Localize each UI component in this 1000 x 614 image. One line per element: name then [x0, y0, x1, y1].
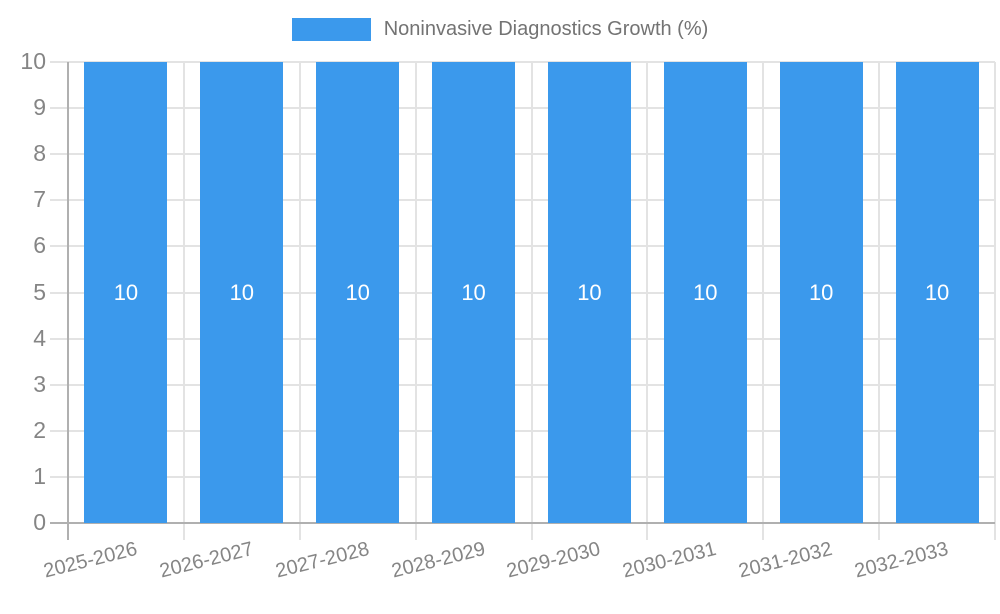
bar-value-label: 10 — [345, 279, 370, 305]
y-tick-label: 0 — [33, 509, 46, 536]
bar-chart: Noninvasive Diagnostics Growth (%) 0 1 2 3 4… — [0, 18, 1000, 583]
y-gridline — [50, 245, 995, 248]
y-tick-label: 3 — [33, 370, 46, 397]
y-tick-label: 5 — [33, 278, 46, 305]
y-gridline — [50, 61, 995, 63]
x-gridline — [414, 62, 417, 540]
y-tick-label: 7 — [33, 186, 46, 213]
y-gridline — [50, 199, 995, 202]
bar: 10 — [895, 62, 979, 523]
bar: 10 — [547, 62, 631, 523]
x-gridline — [646, 62, 649, 540]
bar: 10 — [84, 62, 168, 523]
y-gridline — [50, 291, 995, 294]
y-gridline — [50, 337, 995, 340]
y-axis-line — [67, 62, 69, 540]
bar-value-label: 10 — [577, 279, 602, 305]
y-gridline — [50, 107, 995, 110]
legend-swatch — [291, 18, 371, 41]
x-gridline — [182, 62, 185, 540]
chart-legend: Noninvasive Diagnostics Growth (%) — [0, 18, 1000, 41]
bar-value-label: 10 — [693, 279, 718, 305]
bar-value-label: 10 — [113, 279, 139, 305]
y-tick-label: 6 — [33, 232, 46, 259]
x-gridline — [994, 62, 996, 540]
bar-value-label: 10 — [229, 279, 255, 305]
legend-label: Noninvasive Diagnostics Growth (%) — [383, 18, 709, 40]
y-gridline — [50, 429, 995, 432]
bar-value-label: 10 — [924, 279, 950, 305]
bar: 10 — [432, 62, 516, 523]
bar-value-label: 10 — [461, 279, 486, 305]
bar: 10 — [663, 62, 747, 523]
x-axis-line — [50, 522, 995, 524]
y-gridline — [50, 383, 995, 386]
y-tick-label: 1 — [33, 462, 46, 489]
y-tick-label: 9 — [33, 94, 46, 121]
bar: 10 — [779, 62, 863, 523]
y-gridline — [50, 153, 995, 156]
y-gridline — [50, 475, 995, 478]
y-tick-label: 10 — [20, 48, 46, 75]
x-gridline — [762, 62, 765, 540]
bar-value-label: 10 — [808, 279, 834, 305]
y-tick-label: 8 — [33, 140, 46, 167]
x-gridline — [298, 62, 301, 540]
y-tick-label: 2 — [33, 416, 46, 443]
y-tick-label: 4 — [33, 324, 46, 351]
bar: 10 — [200, 62, 284, 523]
bar: 10 — [316, 62, 400, 523]
x-gridline — [878, 62, 881, 540]
x-gridline — [530, 62, 533, 540]
